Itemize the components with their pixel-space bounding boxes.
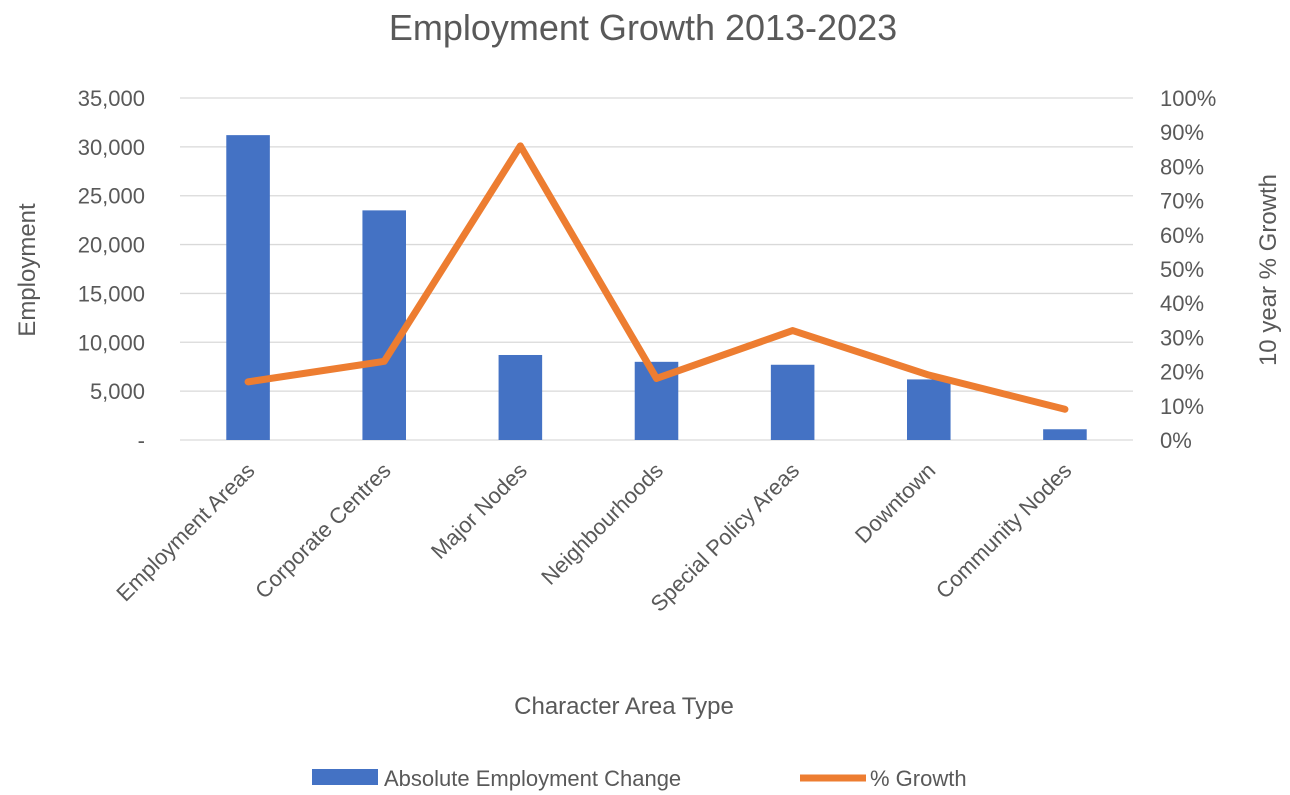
bar <box>1043 429 1087 440</box>
y-tick-label: 30,000 <box>78 135 145 160</box>
y2-tick-label: 80% <box>1160 154 1204 179</box>
y2-tick-label: 40% <box>1160 291 1204 316</box>
x-tick-label: Neighbourhoods <box>536 458 668 590</box>
bar <box>907 379 951 440</box>
y2-axis-title: 10 year % Growth <box>1255 174 1282 366</box>
x-tick-label: Special Policy Areas <box>646 458 805 617</box>
legend-label-bar: Absolute Employment Change <box>384 766 681 791</box>
legend-label-line: % Growth <box>870 766 967 791</box>
x-axis-title: Character Area Type <box>514 693 734 720</box>
y-axis-left: - 5,000 10,000 15,000 20,000 25,000 30,000 35,0… <box>78 86 145 453</box>
chart-title: Employment Growth 2013-2023 <box>389 7 897 48</box>
bar <box>362 210 406 440</box>
gridlines <box>180 97 1133 441</box>
legend: Absolute Employment Change % Growth <box>312 766 967 791</box>
y-tick-label: - <box>138 428 145 453</box>
y-axis-title: Employment <box>14 203 41 337</box>
y2-tick-label: 90% <box>1160 120 1204 145</box>
y2-tick-label: 70% <box>1160 189 1204 214</box>
y-tick-label: 5,000 <box>90 379 145 404</box>
y2-tick-label: 20% <box>1160 360 1204 385</box>
line-series <box>244 142 1069 413</box>
y2-tick-label: 60% <box>1160 223 1204 248</box>
y2-tick-label: 10% <box>1160 394 1204 419</box>
bar-series <box>226 135 1087 441</box>
y2-tick-label: 30% <box>1160 325 1204 350</box>
y-tick-label: 10,000 <box>78 330 145 355</box>
x-tick-label: Corporate Centres <box>250 458 396 604</box>
y-tick-label: 20,000 <box>78 233 145 258</box>
y-axis-right: 0% 10% 20% 30% 40% 50% 60% 70% 80% 90% 100% <box>1160 86 1216 453</box>
y-tick-label: 15,000 <box>78 281 145 306</box>
y-tick-label: 35,000 <box>78 86 145 111</box>
x-tick-label: Major Nodes <box>426 458 532 564</box>
y2-tick-label: 0% <box>1160 428 1192 453</box>
x-tick-label: Employment Areas <box>111 458 259 606</box>
bar <box>770 364 815 440</box>
bar <box>226 135 270 441</box>
y-tick-label: 25,000 <box>78 184 145 209</box>
legend-swatch-bar <box>312 769 378 785</box>
bar <box>498 354 543 440</box>
x-tick-label: Community Nodes <box>931 458 1077 604</box>
x-tick-label: Downtown <box>850 458 940 548</box>
y2-tick-label: 50% <box>1160 257 1204 282</box>
y2-tick-label: 100% <box>1160 86 1216 111</box>
